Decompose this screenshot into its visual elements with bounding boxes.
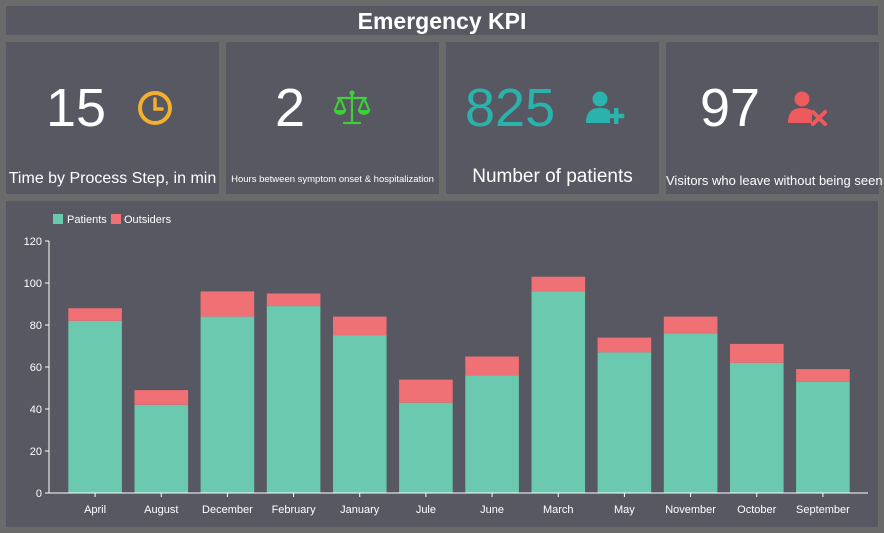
bar-patients-november [663,333,718,493]
x-tick-label: Jule [416,504,436,516]
bar-patients-december [200,316,255,493]
kpi-card-process-time: 15 Time by Process Step, in min [6,42,219,194]
bar-patients-october [730,362,784,493]
kpi-label: Number of patients [472,166,633,187]
bar-outsiders-november [663,316,718,334]
x-tick-label: October [737,504,776,516]
bar-outsiders-may [597,337,652,353]
y-tick-label: 40 [30,404,42,416]
kpi-value: 825 [465,78,556,138]
y-tick-label: 60 [30,362,42,374]
scale-icon [333,90,371,125]
x-tick-label: November [665,504,716,516]
bar-outsiders-january [333,316,387,336]
bar-patients-february [266,306,321,493]
x-tick-label: May [614,504,635,516]
kpi-card-patients: 825 Number of patients [446,42,659,194]
x-tick-label: April [84,504,106,516]
kpi-label: Visitors who leave without being seen [666,173,883,188]
user-add-icon [586,91,625,124]
kpi-label: Hours between symptom onset & hospitaliz… [231,174,434,185]
page-title: Emergency KPI [357,8,527,34]
y-tick-label: 100 [24,278,42,290]
y-tick-label: 120 [24,236,42,248]
x-tick-label: March [543,504,574,516]
x-tick-label: February [272,504,317,516]
bar-outsiders-february [266,293,321,307]
axes: April August December February January Jule Ju… [24,236,868,516]
kpi-value: 15 [46,78,107,138]
chart-panel: Patients Outsiders April August December Fe… [6,201,878,527]
user-remove-icon [788,91,827,126]
kpi-card-onset-hours: 2 Hours between symptom onset & hospital… [226,42,439,194]
bar-patients-january [333,335,387,493]
legend-swatch-patients [53,214,63,224]
bar-outsiders-august [134,390,189,405]
legend-label-patients: Patients [67,214,107,226]
bar-patients-jule [399,402,453,493]
stacked-bar-chart: Patients Outsiders April August December Fe… [24,214,868,516]
x-tick-label: August [144,504,178,516]
bar-patients-march [531,291,586,493]
clock-icon [138,91,172,125]
kpi-value: 97 [700,78,761,138]
legend-swatch-outsiders [111,214,121,224]
kpi-label: Time by Process Step, in min [8,170,217,187]
y-tick-label: 20 [30,446,42,458]
x-tick-label: December [202,504,253,516]
legend-label-outsiders: Outsiders [124,214,172,226]
kpi-card-left-unseen: 97 Visitors who leave without being seen [666,42,883,194]
bar-outsiders-march [531,276,586,292]
title-bar: Emergency KPI [6,6,878,35]
bar-patients-september [796,381,850,493]
bar-outsiders-april [68,308,122,321]
x-tick-label: June [480,504,504,516]
x-tick-label: January [340,504,380,516]
x-tick-label: September [796,504,850,516]
legend: Patients Outsiders [53,214,172,226]
y-tick-label: 80 [30,320,42,332]
bar-outsiders-december [200,291,255,317]
bar-outsiders-september [796,369,850,382]
bar-patients-may [597,352,652,493]
bar-patients-june [465,375,519,493]
bar-patients-august [134,404,189,493]
y-tick-label: 0 [36,488,42,500]
bars [68,276,850,493]
bar-outsiders-october [730,343,784,363]
bar-patients-april [68,320,122,493]
bar-outsiders-jule [399,379,453,403]
kpi-value: 2 [275,78,306,138]
bar-outsiders-june [465,356,519,376]
